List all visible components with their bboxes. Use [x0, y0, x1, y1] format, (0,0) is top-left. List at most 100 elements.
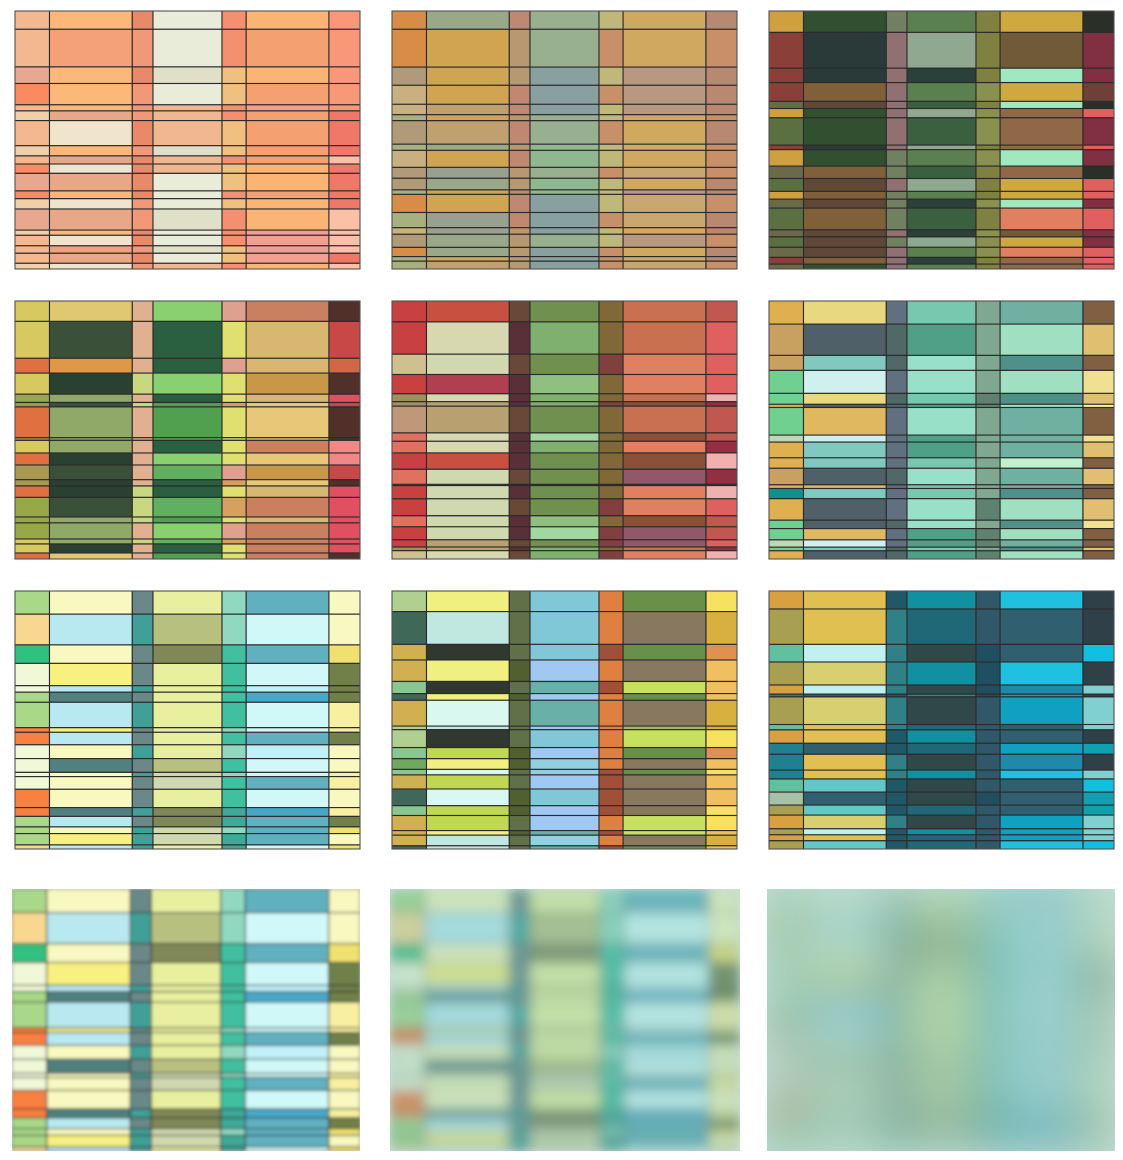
- color-cell: [391, 515, 428, 528]
- color-cell: [622, 84, 707, 105]
- color-cell: [906, 814, 977, 830]
- color-cell: [425, 590, 510, 613]
- color-cell: [131, 776, 154, 790]
- color-cell: [508, 550, 531, 560]
- color-cell: [508, 834, 531, 847]
- color-cell: [999, 484, 1084, 490]
- color-cell: [14, 155, 51, 165]
- color-cell: [220, 1044, 246, 1060]
- color-cell: [885, 369, 908, 394]
- color-cell: [425, 830, 510, 836]
- color-cell: [802, 441, 887, 459]
- color-cell: [598, 699, 624, 727]
- color-cell: [622, 515, 707, 528]
- color-cell: [768, 828, 805, 836]
- color-cell: [221, 833, 247, 846]
- color-cell: [802, 256, 887, 265]
- color-cell: [152, 66, 223, 85]
- color-cell: [802, 723, 887, 731]
- color-cell: [244, 1076, 330, 1091]
- color-cell: [221, 234, 247, 247]
- color-cell: [131, 538, 154, 545]
- color-cell: [245, 758, 330, 773]
- color-cell: [508, 758, 531, 770]
- color-cell: [705, 693, 738, 701]
- color-cell: [529, 515, 600, 528]
- color-cell: [705, 747, 738, 760]
- color-cell: [999, 840, 1084, 850]
- color-cell: [328, 145, 361, 157]
- color-cell: [999, 107, 1084, 119]
- color-cell: [391, 227, 428, 235]
- color-cell: [391, 834, 428, 847]
- color-cell: [975, 190, 1001, 200]
- color-cell: [328, 234, 361, 247]
- color-cell: [425, 405, 510, 434]
- color-cell: [12, 1108, 48, 1119]
- color-cell: [508, 166, 531, 179]
- color-cell: [245, 807, 330, 817]
- color-cell: [220, 1058, 246, 1074]
- color-cell: [425, 120, 510, 145]
- color-cell: [885, 100, 908, 110]
- color-cell: [131, 406, 154, 439]
- color-cell: [221, 155, 247, 165]
- color-cell: [221, 300, 247, 322]
- color-cell: [975, 519, 1001, 530]
- color-cell: [508, 189, 531, 195]
- color-cell: [768, 484, 805, 490]
- color-cell: [999, 467, 1084, 486]
- color-cell: [131, 644, 154, 664]
- color-cell: [391, 498, 428, 517]
- color-cell: [508, 401, 531, 407]
- color-cell: [391, 611, 428, 645]
- color-cell: [885, 441, 908, 459]
- color-cell: [885, 661, 908, 686]
- color-cell: [768, 684, 805, 695]
- color-cell: [768, 323, 805, 356]
- color-cell: [768, 177, 805, 192]
- pattern-panel: [14, 590, 361, 850]
- color-cell: [12, 961, 48, 986]
- color-cell: [598, 246, 624, 258]
- color-cell: [508, 120, 531, 145]
- color-cell: [14, 522, 51, 540]
- color-cell: [328, 984, 360, 993]
- color-cell: [906, 441, 977, 459]
- color-cell: [768, 729, 805, 744]
- color-cell: [152, 464, 223, 481]
- color-cell: [152, 826, 223, 835]
- color-cell: [802, 117, 887, 146]
- pattern-panel: [768, 10, 1115, 270]
- color-cell: [999, 10, 1084, 33]
- color-cell: [906, 643, 977, 663]
- color-cell: [14, 393, 51, 403]
- color-cell: [150, 1044, 222, 1060]
- color-cell: [906, 392, 977, 405]
- color-cell: [131, 82, 154, 106]
- color-cell: [129, 1108, 152, 1119]
- color-cell: [885, 300, 908, 325]
- color-cell: [999, 539, 1084, 548]
- color-cell: [529, 758, 600, 770]
- color-cell: [529, 10, 600, 30]
- color-cell: [14, 245, 51, 254]
- color-cell: [906, 406, 977, 436]
- color-cell: [425, 321, 510, 355]
- panel-border: [768, 300, 1115, 560]
- color-cell: [529, 227, 600, 235]
- color-cell: [705, 373, 738, 395]
- color-cell: [768, 369, 805, 394]
- color-cell: [768, 643, 805, 663]
- color-cell: [129, 1001, 152, 1029]
- color-cell: [768, 742, 805, 755]
- color-cell: [508, 643, 531, 661]
- color-cell: [152, 644, 223, 664]
- color-cell: [906, 457, 977, 469]
- color-cell: [768, 82, 805, 102]
- color-cell: [152, 496, 223, 518]
- color-cell: [425, 260, 510, 270]
- color-cell: [14, 406, 51, 439]
- color-cell: [768, 246, 805, 258]
- color-cell: [906, 723, 977, 731]
